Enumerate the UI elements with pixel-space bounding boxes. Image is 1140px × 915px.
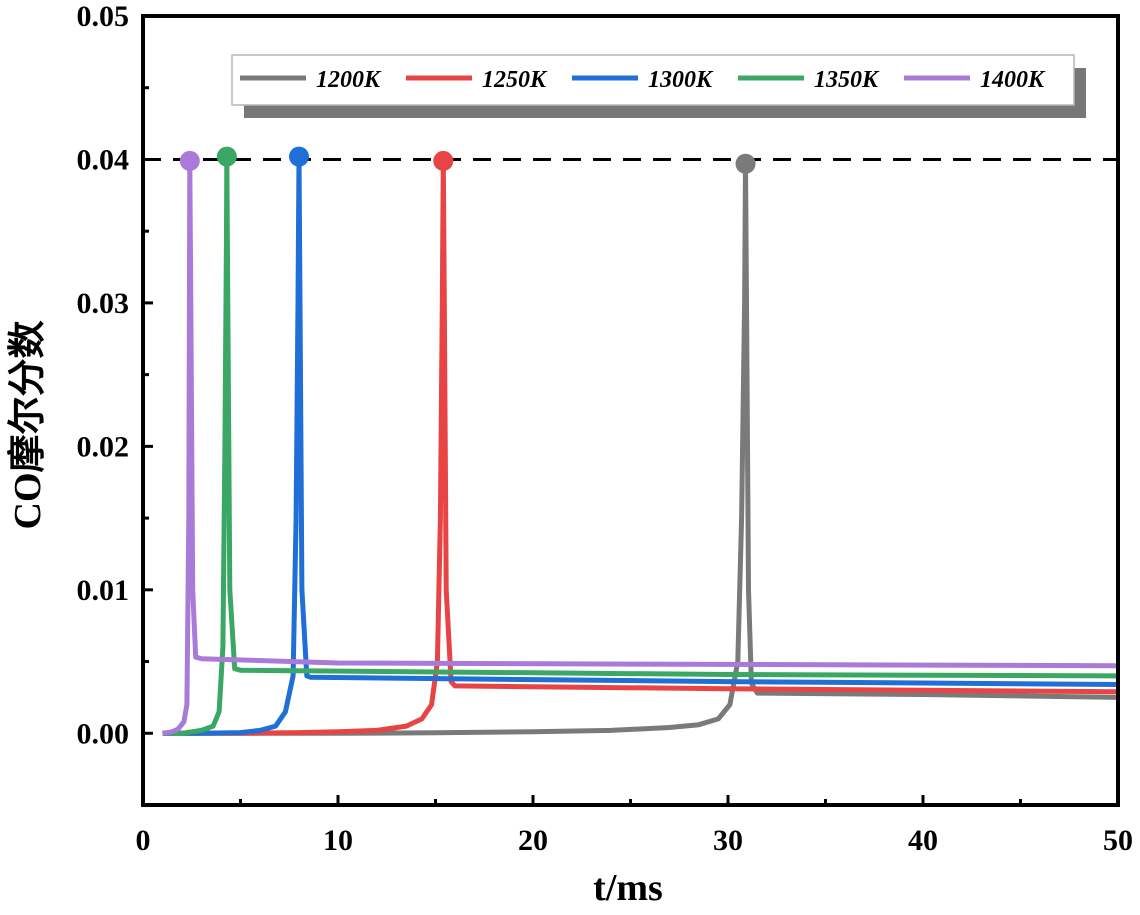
series-line-1300K (162, 154, 1119, 736)
x-tick-label: 10 (323, 824, 353, 857)
y-axis-title: CO摩尔分数 (7, 320, 49, 529)
legend-label: 1200K (316, 67, 382, 93)
x-tick-label: 0 (136, 824, 151, 857)
legend-entry-1400K: 1400K (904, 67, 1046, 93)
peak-markers-layer (179, 146, 756, 174)
series-line-1350K (162, 154, 1119, 736)
x-tick-label: 40 (908, 824, 938, 857)
peak-marker-1250K (433, 150, 454, 171)
series-layer (162, 154, 1119, 736)
legend-entry-1200K: 1200K (240, 67, 382, 93)
legend-entries: 1200K 1250K 1300K 1350K 1400K (240, 67, 1046, 93)
y-tick-label: 0.02 (77, 430, 130, 463)
y-tick-label: 0.01 (77, 574, 130, 607)
y-tick-label: 0.00 (77, 717, 130, 750)
peak-marker-1300K (289, 146, 309, 167)
legend-label: 1400K (980, 67, 1046, 93)
x-tick-label: 30 (713, 824, 743, 857)
series-line-1250K (162, 158, 1119, 736)
y-tick-label: 0.03 (77, 287, 130, 320)
legend-label: 1350K (814, 67, 880, 93)
x-axis-title: t/ms (593, 867, 663, 909)
x-tick-label: 50 (1103, 824, 1133, 857)
series-line-1400K (162, 158, 1119, 736)
peak-marker-1400K (179, 150, 200, 171)
legend-label: 1300K (648, 67, 714, 93)
legend: 1200K 1250K 1300K 1350K 1400K (231, 54, 1086, 118)
y-tick-label: 0.04 (77, 143, 130, 176)
legend-entry-1300K: 1300K (572, 67, 714, 93)
axis-ticks-layer: 0 10 20 30 40 50 0.00 0.01 0.02 0.03 0.04 0.05 (77, 0, 1134, 857)
peak-marker-1350K (216, 146, 237, 167)
legend-label: 1250K (482, 67, 548, 93)
legend-entry-1250K: 1250K (406, 67, 548, 93)
legend-entry-1350K: 1350K (738, 67, 880, 93)
y-tick-label: 0.05 (77, 0, 130, 33)
peak-marker-1200K (735, 153, 756, 174)
x-tick-label: 20 (518, 824, 548, 857)
